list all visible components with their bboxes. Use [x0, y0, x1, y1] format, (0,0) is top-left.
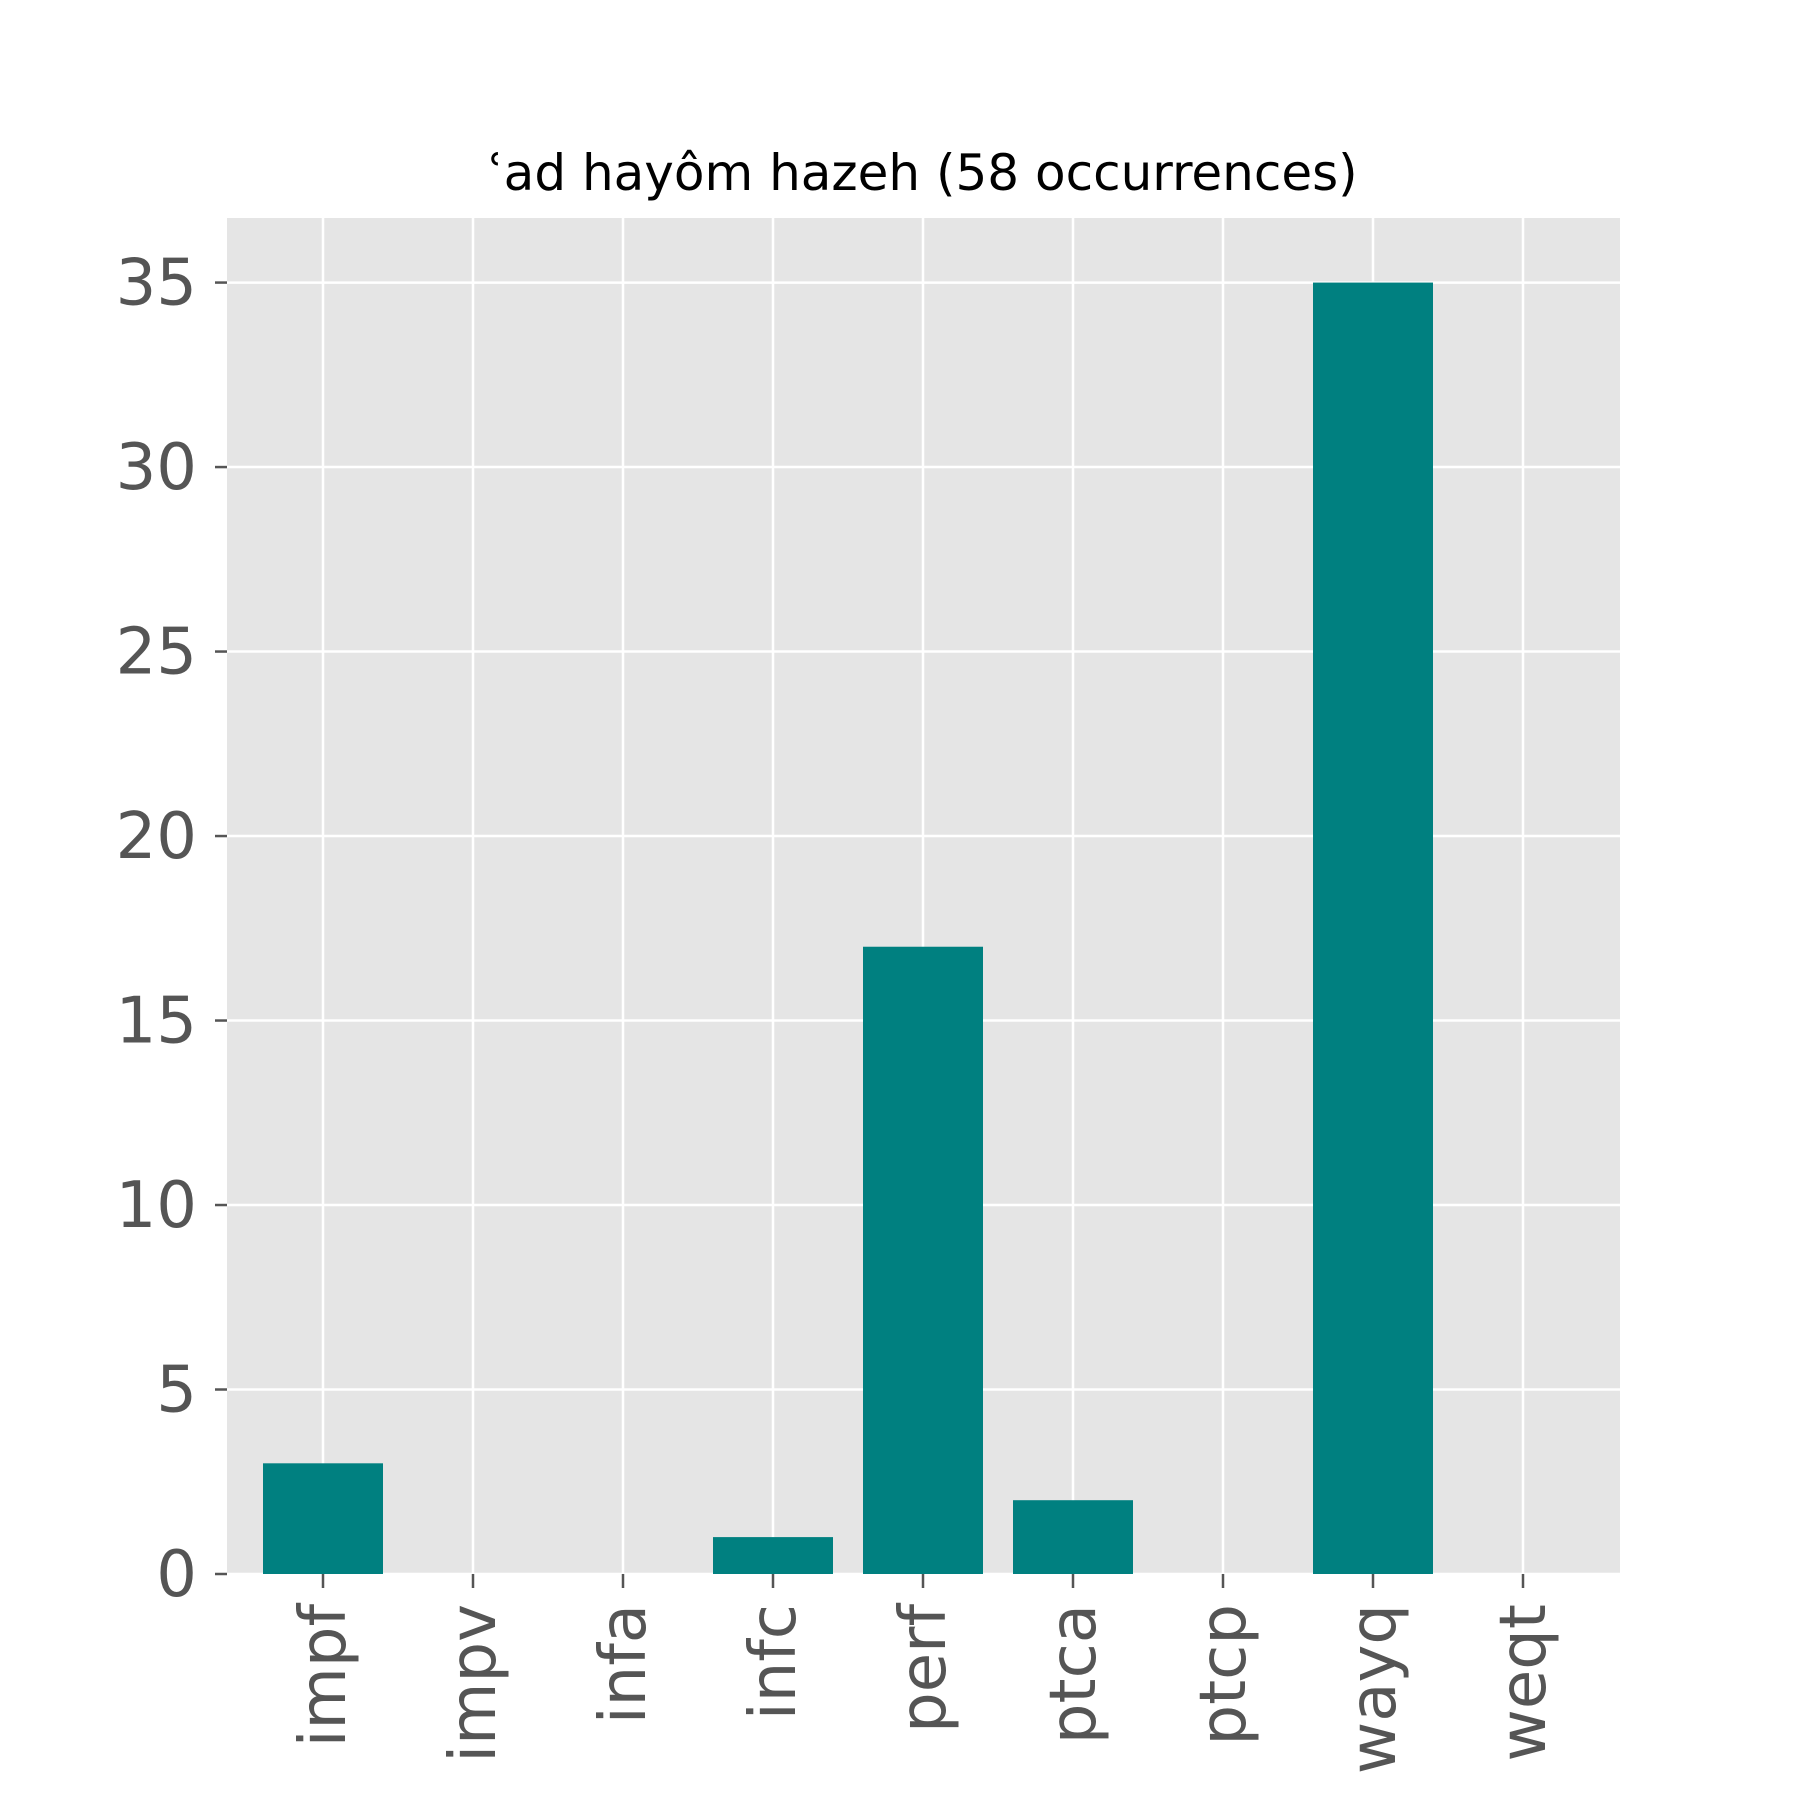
ticks: 0 5 10 15 20 25 30 35 impf impv infa infc perf ptca pt…: [116, 247, 1561, 1774]
chart-title: ʿad hayôm hazeh (58 occurrences): [488, 144, 1357, 202]
x-tick-label-ptca: ptca: [1037, 1604, 1111, 1744]
x-tick-label-impf: impf: [287, 1603, 361, 1748]
y-tick-label: 0: [156, 1538, 197, 1612]
x-tick-label-ptcp: ptcp: [1187, 1604, 1261, 1746]
x-tick-label-impv: impv: [437, 1604, 511, 1763]
y-tick-label: 10: [116, 1169, 197, 1243]
x-tick-label-infa: infa: [587, 1604, 661, 1724]
bar-wayq: [1313, 282, 1433, 1575]
x-tick-label-perf: perf: [887, 1603, 961, 1733]
x-tick-label-wayq: wayq: [1337, 1604, 1411, 1774]
y-tick-label: 20: [116, 800, 197, 874]
bar-impf: [263, 1463, 383, 1574]
x-tick-label-weqt: weqt: [1487, 1604, 1561, 1761]
y-tick-label: 15: [116, 985, 197, 1059]
grid-lines: [227, 218, 1620, 1576]
y-tick-label: 35: [116, 247, 197, 321]
x-tick-label-infc: infc: [737, 1604, 811, 1720]
y-tick-label: 25: [116, 616, 197, 690]
y-tick-label: 5: [156, 1354, 197, 1428]
bars: [263, 282, 1433, 1575]
bar-infc: [713, 1537, 833, 1574]
bar-perf: [863, 946, 983, 1574]
y-tick-label: 30: [116, 431, 197, 505]
bar-ptca: [1013, 1500, 1133, 1574]
